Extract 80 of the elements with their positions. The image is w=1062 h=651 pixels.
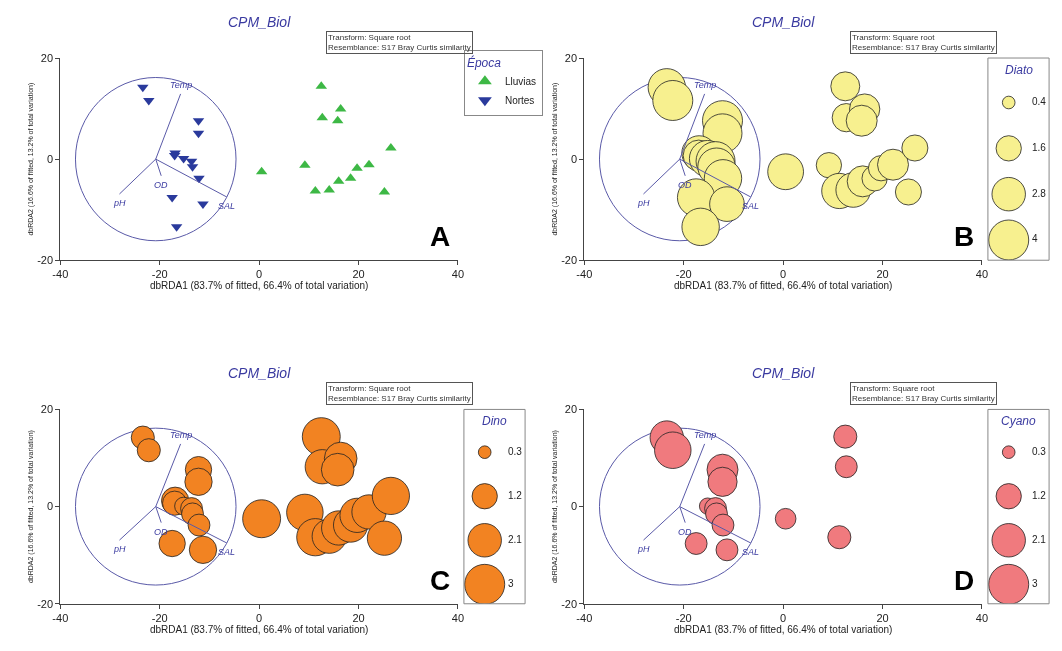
chart-title: CPM_Biol [228, 14, 292, 30]
legend-label: 0.3 [1031, 445, 1047, 457]
legend-label: 0.3 [507, 445, 523, 457]
annotation: OD [678, 527, 692, 537]
annotation: Temp [694, 80, 717, 90]
annotation: OD [154, 180, 168, 190]
legend-title: Cyano [1001, 414, 1037, 428]
legend-title: Dino [482, 414, 508, 428]
legend-label: 0.4 [1031, 96, 1047, 107]
annotation: SAL [742, 547, 760, 557]
x-tick-label: -40 [576, 611, 593, 624]
legend-title: Época [466, 54, 502, 70]
annotation: Temp [170, 80, 193, 90]
annotation: pH [637, 198, 651, 208]
annotation: A [430, 221, 451, 252]
x-tick-label: 40 [975, 268, 989, 281]
y-tick-label: -20 [37, 254, 54, 267]
legend-label: 3 [1031, 577, 1038, 589]
legend-label: 2.8 [1031, 187, 1047, 199]
y-tick-label: -20 [37, 597, 54, 610]
annotation: C [430, 565, 451, 596]
x-tick-label: 0 [256, 268, 263, 281]
x-tick-label: -40 [52, 611, 69, 624]
x-tick-label: -40 [52, 268, 69, 281]
text: Transform: Square root Resemblance: S17 Bray Curtis similarity [328, 384, 471, 404]
y-tick-label: 0 [570, 152, 578, 165]
y-tick-label: 20 [564, 403, 578, 416]
legend-label: 1.2 [507, 489, 523, 501]
y-tick-label: 20 [40, 51, 54, 64]
x-axis-title: dbRDA1 (83.7% of fitted, 66.4% of total variation) [149, 280, 369, 292]
y-tick-label: 0 [46, 152, 54, 165]
x-tick-label: 40 [451, 611, 465, 624]
x-tick-label: 20 [876, 268, 889, 281]
x-tick-label: -20 [151, 611, 168, 624]
y-tick-label: 0 [46, 500, 54, 513]
y-tick-label: -20 [561, 254, 578, 267]
annotation: SAL [218, 201, 236, 211]
x-tick-label: 0 [780, 268, 787, 281]
x-axis-title: dbRDA1 (83.7% of fitted, 66.4% of total variation) [149, 623, 369, 635]
text: Transform: Square root Resemblance: S17 Bray Curtis similarity [852, 33, 995, 53]
annotation: Temp [694, 430, 717, 440]
x-tick-label: 20 [352, 611, 365, 624]
legend-label: Lluvias [504, 76, 537, 88]
annotation: B [954, 221, 975, 252]
annotation: pH [113, 544, 127, 554]
legend-title: Diato [1005, 63, 1034, 77]
annotation: pH [113, 198, 127, 208]
x-tick-label: 0 [780, 611, 787, 624]
chart-title: CPM_Biol [752, 365, 816, 381]
x-tick-label: 40 [975, 611, 989, 624]
x-tick-label: 0 [256, 611, 263, 624]
legend-label: 2.1 [1031, 533, 1047, 545]
x-axis-title: dbRDA1 (83.7% of fitted, 66.4% of total variation) [673, 280, 893, 292]
legend-label: 4 [1031, 233, 1038, 245]
x-axis-title: dbRDA1 (83.7% of fitted, 66.4% of total variation) [673, 623, 893, 635]
annotation: SAL [218, 547, 236, 557]
annotation: D [954, 565, 975, 596]
y-tick-label: -20 [561, 597, 578, 610]
text: Transform: Square root Resemblance: S17 Bray Curtis similarity [852, 384, 995, 404]
x-tick-label: -20 [151, 268, 168, 281]
x-tick-label: -20 [675, 268, 692, 281]
x-tick-label: -40 [576, 268, 593, 281]
y-tick-label: 20 [40, 403, 54, 416]
legend-label: 3 [507, 577, 514, 589]
legend-label: 1.6 [1031, 141, 1047, 153]
legend-label: 1.2 [1031, 489, 1047, 501]
x-tick-label: 20 [876, 611, 889, 624]
legend-label: 2.1 [507, 533, 523, 545]
text: Transform: Square root Resemblance: S17 Bray Curtis similarity [328, 33, 471, 53]
legend-label: Nortes [504, 95, 535, 107]
y-tick-label: 0 [570, 500, 578, 513]
x-tick-label: -20 [675, 611, 692, 624]
x-tick-label: 20 [352, 268, 365, 281]
annotation: Temp [170, 430, 193, 440]
annotation: OD [154, 527, 168, 537]
x-tick-label: 40 [451, 268, 465, 281]
y-tick-label: 20 [564, 51, 578, 64]
annotation: pH [637, 544, 651, 554]
chart-title: CPM_Biol [228, 365, 292, 381]
chart-title: CPM_Biol [752, 14, 816, 30]
